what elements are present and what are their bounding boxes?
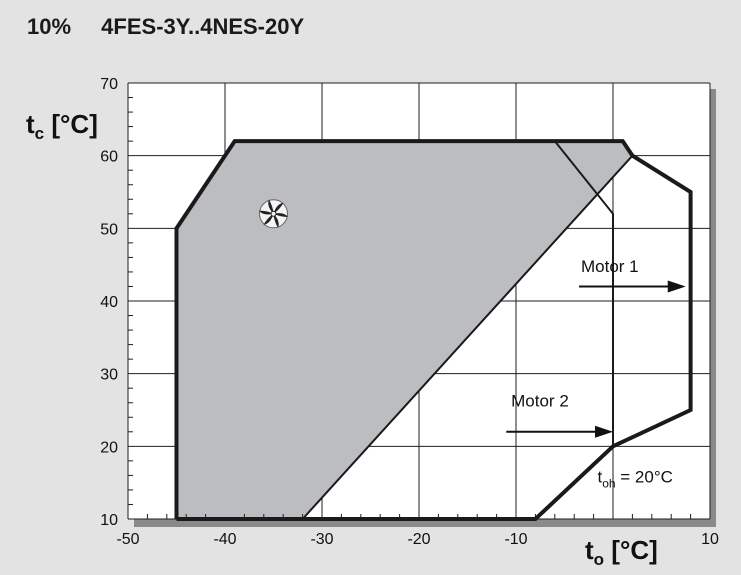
x-tick-label: -50	[116, 531, 139, 548]
fan-blade	[273, 213, 279, 228]
fan-blade	[268, 199, 274, 214]
chart-title: 10% 4FES-3Y..4NES-20Y	[27, 14, 304, 40]
fan-icon	[258, 199, 289, 229]
y-axis-title: tc [°C]	[26, 109, 98, 143]
envelope-line	[174, 139, 693, 521]
motor2-label: Motor 2	[511, 391, 569, 410]
chart-title-percent: 10%	[27, 14, 72, 39]
y-tick-label: 40	[100, 294, 118, 311]
motor1-label: Motor 1	[581, 257, 639, 276]
y-tick-label: 60	[100, 149, 118, 166]
fan-blade	[273, 202, 284, 214]
y-axis-title-sub: c	[35, 124, 44, 143]
shaded-region	[176, 141, 633, 519]
y-tick-label: 30	[100, 367, 118, 384]
boundary-line	[554, 140, 614, 447]
x-tick-label: -20	[407, 531, 430, 548]
tick-labels: -50 -40 -30 -20 -10 10 10 20 30 40 50 60 70	[100, 76, 719, 548]
y-axis-title-unit: [°C]	[44, 109, 98, 139]
fan-blade	[263, 213, 274, 225]
x-axis-title: to [°C]	[585, 535, 658, 569]
minor-ticks	[128, 97, 692, 519]
motor1-arrowhead	[667, 280, 686, 293]
boundary-line	[301, 154, 634, 520]
y-tick-label: 50	[100, 221, 118, 238]
toh-label-sub: oh	[602, 477, 615, 491]
motor2-arrowhead	[595, 425, 613, 438]
boundary-lines	[301, 140, 634, 520]
x-axis-title-sub: o	[594, 550, 604, 569]
fan-blade	[258, 210, 274, 215]
y-tick-label: 70	[100, 76, 118, 93]
fan-hub	[270, 210, 277, 217]
toh-label-t: t	[597, 468, 602, 487]
x-axis-title-unit: [°C]	[604, 535, 658, 565]
annotations: Motor 1 Motor 2 toh = 20°C	[506, 257, 686, 491]
toh-label: toh = 20°C	[597, 468, 672, 491]
y-tick-label: 20	[100, 439, 118, 456]
fan-blade	[273, 213, 289, 217]
x-tick-label: 10	[701, 531, 719, 548]
y-axis-title-main: t	[26, 109, 35, 139]
x-tick-label: -10	[504, 531, 527, 548]
chart-title-models: 4FES-3Y..4NES-20Y	[101, 14, 305, 39]
y-tick-label: 10	[100, 512, 118, 529]
x-axis-title-main: t	[585, 535, 594, 565]
x-tick-label: -40	[213, 531, 236, 548]
toh-label-rest: = 20°C	[616, 468, 673, 487]
x-tick-label: -30	[310, 531, 333, 548]
